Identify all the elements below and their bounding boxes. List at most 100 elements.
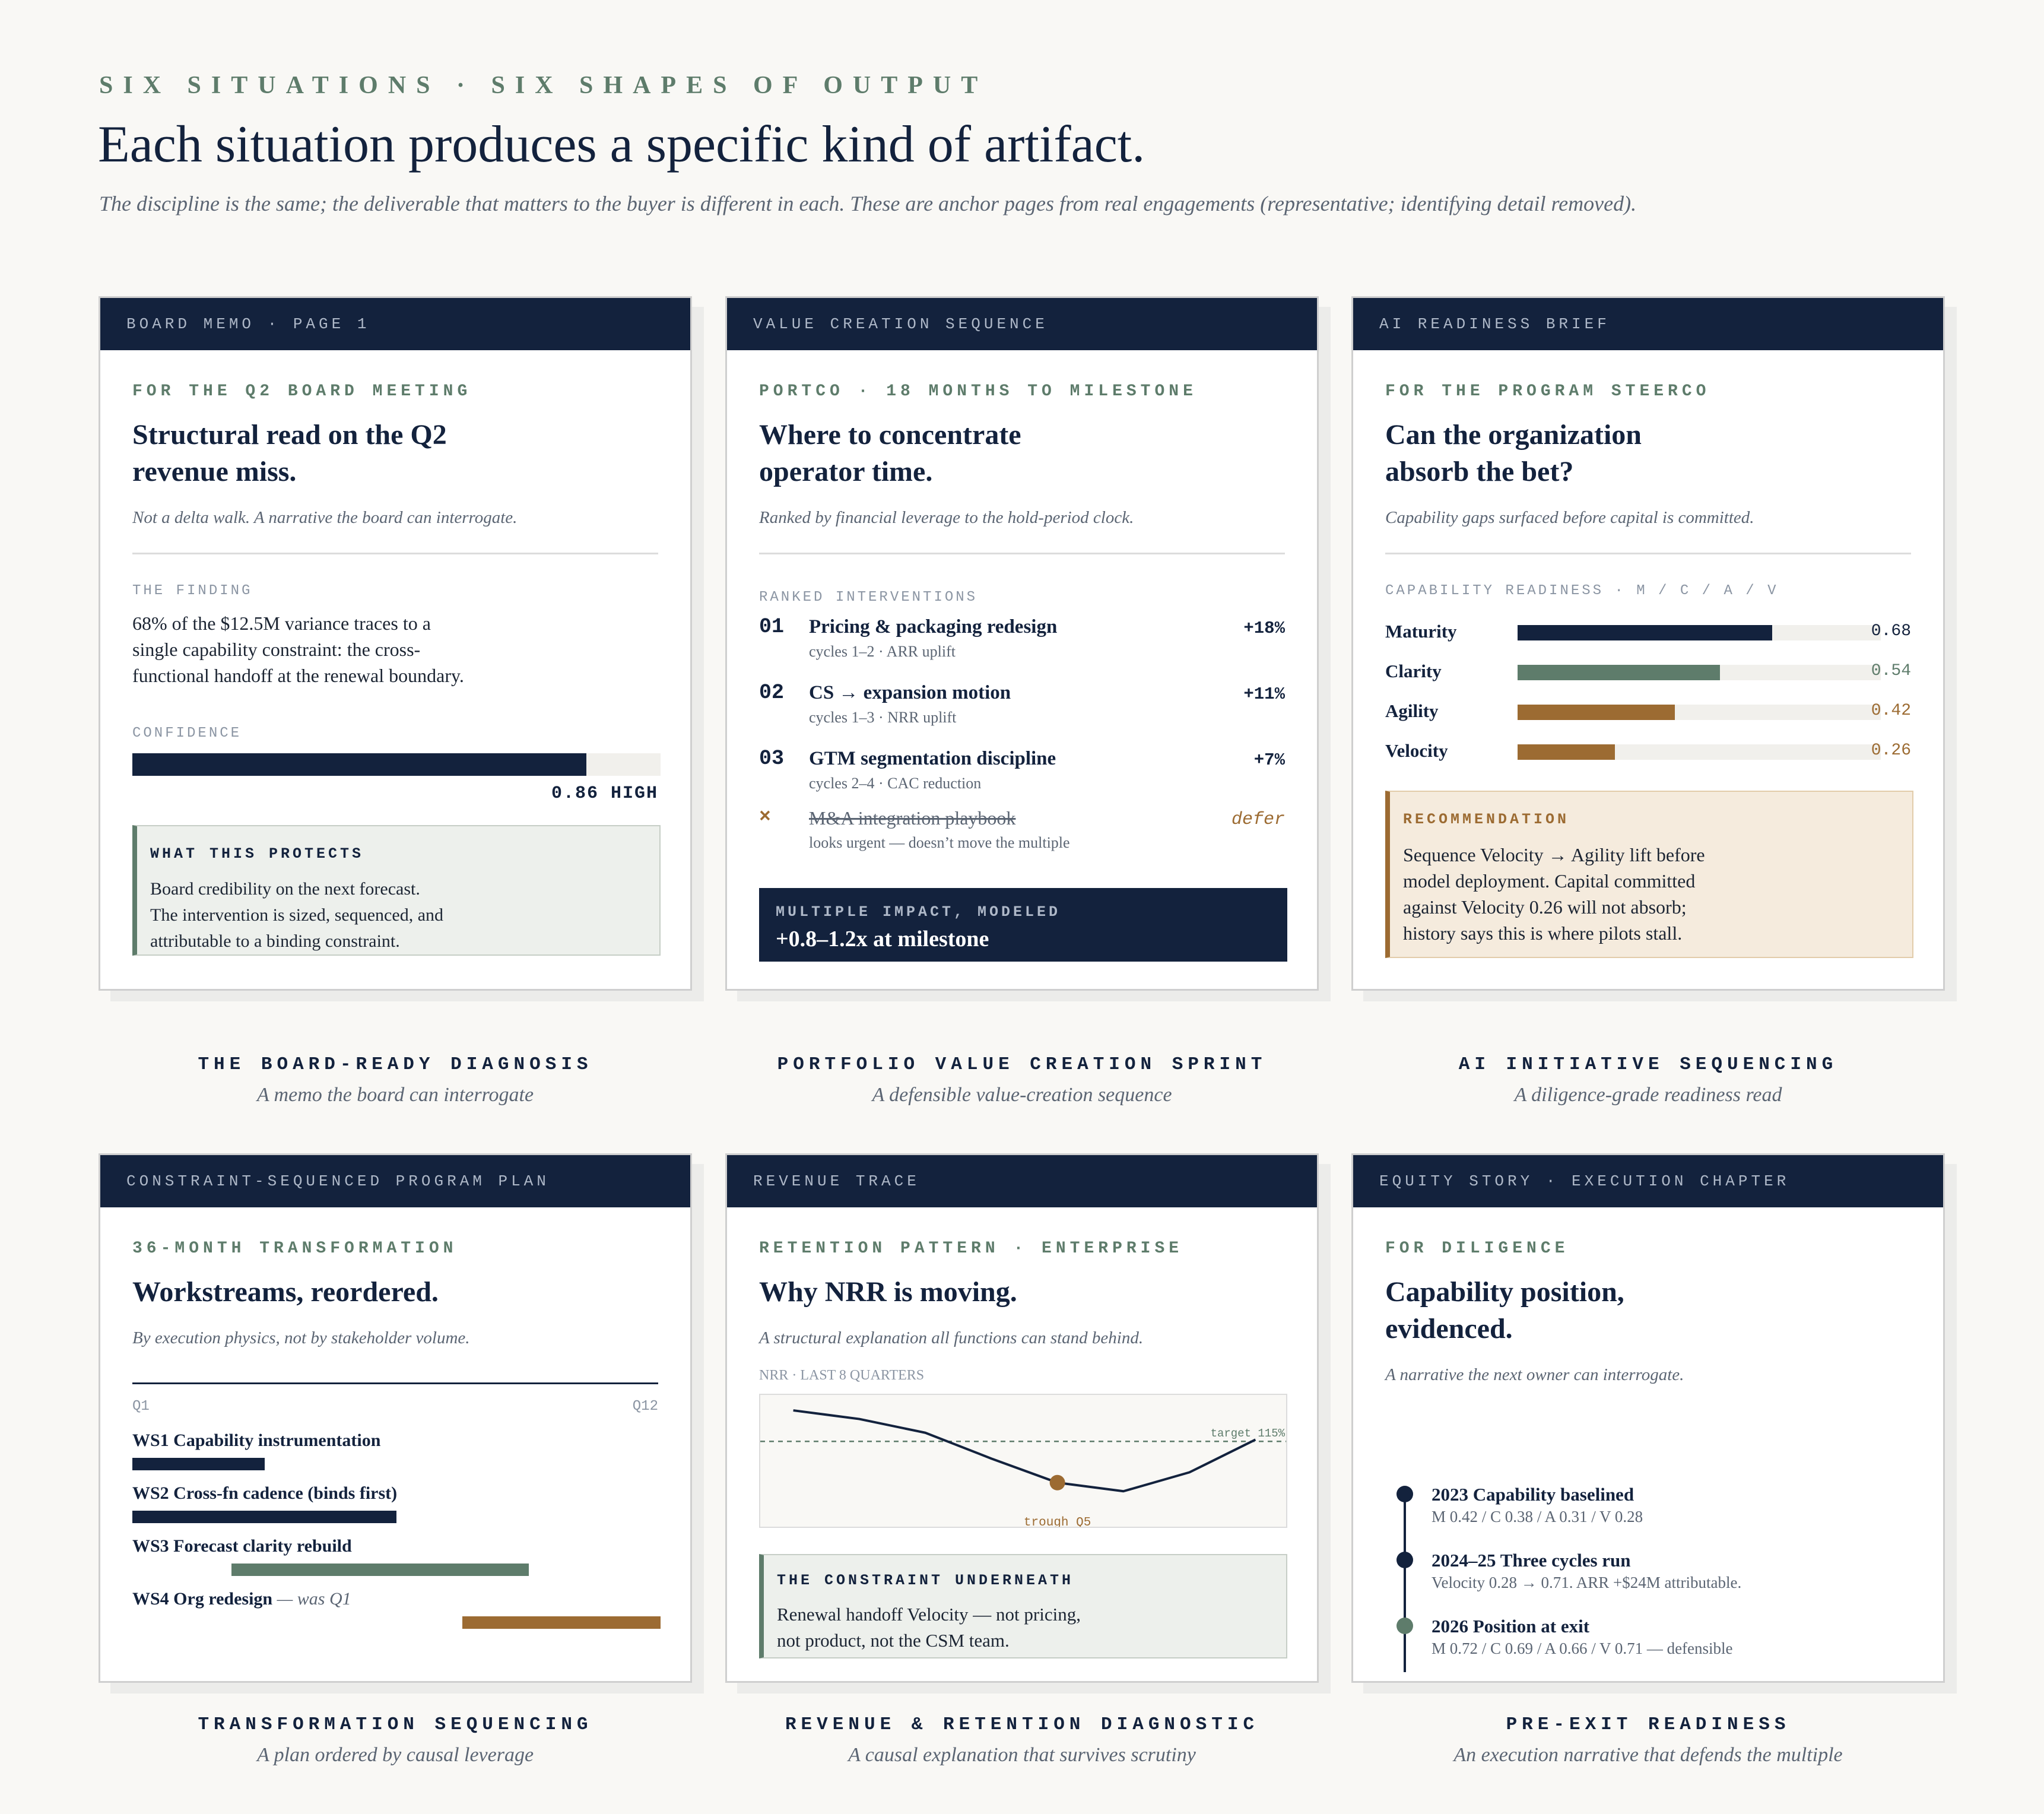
- card-eyebrow: PORTCO · 18 MONTHS TO MILESTONE: [759, 382, 1197, 401]
- card-caption-title: PORTFOLIO VALUE CREATION SPRINT: [777, 1054, 1267, 1075]
- card-caption-subtitle: A plan ordered by causal leverage: [256, 1744, 534, 1766]
- card-dek: Not a delta walk. A narrative the board …: [132, 508, 518, 527]
- timeline-dot: [1396, 1552, 1413, 1568]
- workstream-name: WS2 Cross-fn cadence (binds first): [132, 1483, 398, 1503]
- card-caption-title: AI INITIATIVE SEQUENCING: [1458, 1054, 1838, 1075]
- card-caption-title: TRANSFORMATION SEQUENCING: [198, 1714, 593, 1735]
- workstream-bar: [231, 1564, 529, 1576]
- workstream-name: WS1 Capability instrumentation: [132, 1431, 381, 1450]
- workstream-bar: [132, 1458, 265, 1470]
- readiness-bar-fill: [1518, 665, 1720, 680]
- recommendation-text: against Velocity 0.26 will not absorb;: [1403, 896, 1687, 918]
- intervention-rank: 03: [759, 747, 785, 770]
- confidence-track: [132, 753, 661, 776]
- readiness-label: CAPABILITY READINESS · M / C / A / V: [1385, 583, 1779, 599]
- ai-readiness-card: AI READINESS BRIEF FOR THE PROGRAM STEER…: [1351, 296, 1945, 991]
- card-header: BOARD MEMO · PAGE 1: [100, 298, 690, 350]
- card-title-line: evidenced.: [1385, 1313, 1513, 1344]
- readiness-bar-track: [1518, 665, 1881, 680]
- confidence-fill: [132, 753, 587, 776]
- ranked-label: RANKED INTERVENTIONS: [759, 589, 978, 605]
- intervention-name: GTM segmentation discipline: [809, 748, 1056, 769]
- axis-end-label: Q12: [632, 1398, 658, 1415]
- card-caption-title: PRE-EXIT READINESS: [1506, 1714, 1791, 1735]
- card-header: EQUITY STORY · EXECUTION CHAPTER: [1353, 1155, 1943, 1207]
- deferred-status: defer: [1231, 810, 1285, 830]
- program-plan-card: CONSTRAINT-SEQUENCED PROGRAM PLAN 36-MON…: [99, 1153, 692, 1683]
- card-dek: Capability gaps surfaced before capital …: [1385, 508, 1754, 527]
- finding-label: THE FINDING: [132, 583, 253, 599]
- constraint-callout: THE CONSTRAINT UNDERNEATH Renewal handof…: [759, 1554, 1287, 1658]
- value-creation-card: VALUE CREATION SEQUENCE PORTCO · 18 MONT…: [725, 296, 1319, 991]
- timeline-line: [1404, 1494, 1406, 1672]
- workstream-bar: [462, 1616, 661, 1629]
- protects-label: WHAT THIS PROTECTS: [150, 845, 364, 862]
- confidence-label: CONFIDENCE: [132, 725, 242, 741]
- readiness-bar-value: 0.42: [1871, 702, 1911, 720]
- intervention-name: CS → expansion motion: [809, 682, 1011, 703]
- protects-text: attributable to a binding constraint.: [150, 931, 400, 951]
- card-caption-subtitle: A diligence-grade readiness read: [1514, 1084, 1782, 1106]
- finding-text: 68% of the $12.5M variance traces to a: [132, 613, 431, 634]
- constraint-text: Renewal handoff Velocity — not pricing,: [777, 1604, 1081, 1625]
- divider: [132, 553, 658, 554]
- card-eyebrow: FOR DILIGENCE: [1385, 1239, 1569, 1258]
- chart-title: NRR · LAST 8 QUARTERS: [759, 1368, 925, 1383]
- divider: [759, 553, 1285, 554]
- card-header: VALUE CREATION SEQUENCE: [727, 298, 1317, 350]
- card-title-line: Capability position,: [1385, 1276, 1624, 1308]
- finding-text: functional handoff at the renewal bounda…: [132, 665, 464, 686]
- card-header: CONSTRAINT-SEQUENCED PROGRAM PLAN: [100, 1155, 690, 1207]
- card-header: REVENUE TRACE: [727, 1155, 1317, 1207]
- card-title-line: Structural read on the Q2: [132, 419, 447, 451]
- defer-x-icon: ×: [759, 806, 771, 828]
- axis-start-label: Q1: [132, 1398, 150, 1415]
- board-memo-card: BOARD MEMO · PAGE 1 FOR THE Q2 BOARD MEE…: [99, 296, 692, 991]
- target-label: target 115%: [1211, 1427, 1286, 1440]
- page-title: Each situation produces a specific kind …: [98, 116, 1145, 173]
- intervention-impact: +18%: [1243, 619, 1285, 638]
- card-dek: A structural explanation all functions c…: [759, 1328, 1144, 1347]
- deferred-name: M&A integration playbook: [809, 807, 1016, 829]
- workstream-name: WS4 Org redesign — was Q1: [132, 1589, 351, 1609]
- protects-text: The intervention is sized, sequenced, an…: [150, 905, 444, 925]
- card-eyebrow: FOR THE Q2 BOARD MEETING: [132, 382, 472, 401]
- finding-text: single capability constraint: the cross-: [132, 639, 421, 660]
- readiness-bar-name: Maturity: [1385, 621, 1457, 642]
- card-caption-subtitle: A causal explanation that survives scrut…: [848, 1744, 1196, 1766]
- readiness-bar-value: 0.26: [1871, 741, 1911, 760]
- multiple-impact-box: MULTIPLE IMPACT, MODELED +0.8–1.2x at mi…: [759, 888, 1287, 962]
- card-eyebrow: FOR THE PROGRAM STEERCO: [1385, 382, 1710, 401]
- card-caption-subtitle: A memo the board can interrogate: [256, 1084, 534, 1106]
- timeline-detail: M 0.72 / C 0.69 / A 0.66 / V 0.71 — defe…: [1432, 1639, 1733, 1657]
- intervention-detail: cycles 1–3 · NRR uplift: [809, 709, 957, 726]
- intervention-rank: 02: [759, 681, 785, 705]
- card-eyebrow: RETENTION PATTERN · ENTERPRISE: [759, 1239, 1183, 1258]
- card-dek: Ranked by financial leverage to the hold…: [759, 508, 1134, 527]
- timeline-axis-line: [132, 1382, 658, 1384]
- workstream-bar: [132, 1511, 396, 1523]
- intervention-impact: +7%: [1253, 750, 1285, 770]
- card-title-line: absorb the bet?: [1385, 456, 1574, 487]
- card-title-line: operator time.: [759, 456, 933, 487]
- divider: [1385, 553, 1911, 554]
- intervention-detail: cycles 2–4 · CAC reduction: [809, 775, 982, 792]
- multiple-impact-label: MULTIPLE IMPACT, MODELED: [776, 903, 1061, 921]
- recommendation-callout: RECOMMENDATION Sequence Velocity → Agili…: [1385, 791, 1913, 958]
- card-eyebrow: 36-MONTH TRANSFORMATION: [132, 1239, 458, 1258]
- card-dek: By execution physics, not by stakeholder…: [132, 1328, 470, 1347]
- multiple-impact-value: +0.8–1.2x at milestone: [776, 927, 989, 952]
- readiness-bar-fill: [1518, 744, 1615, 760]
- card-caption-title: THE BOARD-READY DIAGNOSIS: [198, 1054, 593, 1075]
- intervention-detail: cycles 1–2 · ARR uplift: [809, 643, 956, 660]
- recommendation-text: model deployment. Capital committed: [1403, 870, 1696, 892]
- readiness-bar-track: [1518, 744, 1881, 760]
- protects-text: Board credibility on the next forecast.: [150, 879, 420, 899]
- timeline-title: 2024–25 Three cycles run: [1432, 1550, 1631, 1571]
- timeline-detail: M 0.42 / C 0.38 / A 0.31 / V 0.28: [1432, 1508, 1643, 1526]
- readiness-bar-track: [1518, 625, 1881, 640]
- nrr-line-chart: target 115% trough Q5: [759, 1394, 1287, 1528]
- timeline-title: 2023 Capability baselined: [1432, 1484, 1634, 1505]
- recommendation-text: Sequence Velocity → Agility lift before: [1403, 844, 1705, 865]
- readiness-bar-value: 0.68: [1871, 622, 1911, 640]
